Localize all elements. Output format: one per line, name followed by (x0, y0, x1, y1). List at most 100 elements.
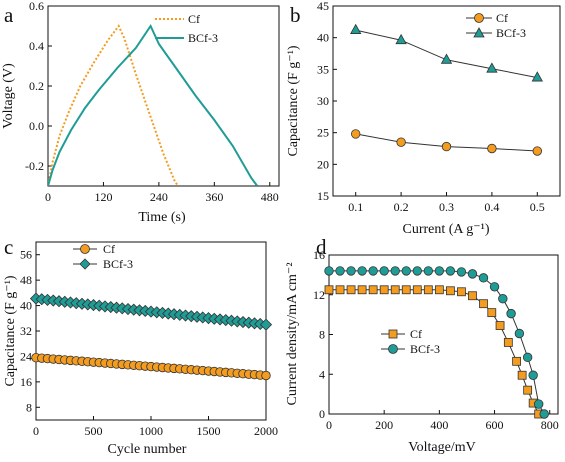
legend-label-bcf3: BCf-3 (496, 26, 526, 40)
y-tick-label: 12 (313, 288, 325, 302)
data-point-bcf3 (498, 294, 508, 304)
legend-marker-bcf3 (79, 258, 91, 270)
x-tick-label: 1000 (139, 424, 163, 438)
x-tick-label: 480 (261, 190, 279, 204)
x-tick-label: 240 (150, 190, 168, 204)
data-point-cf (495, 321, 505, 330)
panel-a-xlabel: Time (s) (138, 210, 186, 225)
data-point-cf (351, 129, 361, 139)
data-point-bcf3 (486, 62, 498, 73)
panel-b-ylabel: Capacitance (F g⁻¹) (286, 45, 301, 156)
panel-c-xlabel: Cycle number (108, 442, 187, 457)
data-point-bcf3 (401, 266, 411, 276)
y-tick-label: 32 (20, 324, 32, 338)
data-point-bcf3 (395, 33, 407, 45)
data-point-bcf3 (357, 266, 367, 276)
y-tick-label: 15 (317, 189, 329, 203)
y-tick-label: 16 (20, 375, 32, 389)
data-point-bcf3 (379, 266, 389, 276)
data-point-bcf3 (412, 266, 422, 276)
x-tick-label: 200 (375, 418, 393, 432)
legend-marker-bcf3 (388, 344, 398, 354)
y-tick-label: 16 (313, 248, 325, 262)
data-point-cf (401, 285, 411, 295)
y-tick-label: 0.2 (29, 79, 44, 93)
x-tick-label: 2000 (254, 424, 278, 438)
data-point-cf (335, 285, 345, 295)
x-tick-label: 360 (205, 190, 223, 204)
data-point-cf (346, 285, 356, 295)
data-point-bcf3 (423, 266, 434, 276)
y-tick-label: 0.0 (29, 119, 44, 133)
x-tick-label: 1500 (197, 424, 221, 438)
data-point-cf (379, 285, 389, 295)
data-point-bcf3 (514, 328, 525, 339)
y-tick-label: 40 (20, 299, 32, 313)
data-point-cf (396, 137, 406, 147)
data-point-bcf3 (539, 409, 549, 419)
legend-marker-cf (80, 244, 90, 254)
data-point-bcf3 (440, 53, 453, 64)
x-tick-label: 0.5 (530, 200, 545, 214)
x-tick-label: 0.3 (439, 200, 454, 214)
data-point-bcf3 (335, 266, 345, 276)
y-tick-label: 0 (319, 407, 325, 421)
data-point-cf (261, 370, 271, 381)
data-point-bcf3 (522, 352, 533, 363)
panel-a-frame (47, 5, 280, 187)
panel-b-letter: b (290, 3, 301, 27)
x-tick-label: 0.1 (348, 200, 363, 214)
data-point-bcf3 (434, 266, 445, 276)
panel-b-xlabel: Current (A g⁻¹) (402, 222, 489, 237)
x-tick-label: 0.4 (484, 200, 499, 214)
data-point-cf (503, 338, 513, 347)
data-point-cf (445, 286, 455, 296)
data-point-cf (434, 285, 444, 295)
legend-label-bcf3: BCf-3 (188, 31, 218, 45)
data-point-bcf3 (368, 266, 378, 276)
panel-a-ylabel: Voltage (V) (1, 63, 16, 129)
x-tick-label: 0.2 (394, 200, 409, 214)
legend-marker-cf (388, 329, 398, 339)
x-tick-label: 600 (486, 418, 504, 432)
data-point-cf (441, 141, 452, 152)
data-point-cf (479, 299, 488, 309)
data-point-bcf3 (456, 267, 467, 277)
data-point-bcf3 (390, 266, 400, 276)
x-tick-label: 400 (430, 418, 448, 432)
data-point-bcf3 (489, 282, 500, 292)
y-tick-label: 0.6 (29, 0, 44, 13)
data-point-cf (468, 291, 477, 301)
legend-label-cf: Cf (188, 12, 200, 26)
y-tick-label: 45 (317, 0, 329, 13)
data-point-bcf3 (346, 266, 356, 276)
y-tick-label: 24 (20, 349, 32, 363)
data-point-bcf3 (478, 273, 489, 283)
data-point-cf (517, 370, 527, 380)
y-tick-label: 35 (317, 62, 329, 76)
panel-d-legend: Cf BCf-3 (381, 327, 440, 356)
legend-label-cf: Cf (103, 242, 115, 256)
data-point-cf (357, 285, 367, 295)
data-point-cf (523, 385, 533, 395)
panel-d-letter: d (316, 235, 327, 259)
panel-c-legend: Cf BCf-3 (73, 242, 133, 271)
data-point-cf (532, 146, 543, 156)
data-point-bcf3 (528, 370, 538, 380)
data-point-cf (324, 285, 334, 295)
panel-d-ylabel: Current density/mA cm⁻² (285, 262, 300, 405)
y-tick-label: 4 (319, 367, 325, 381)
data-point-bcf3 (259, 318, 273, 331)
legend-marker-bcf3 (473, 27, 485, 38)
panel-a-legend: Cf BCf-3 (155, 12, 218, 45)
panel-c: c 0 500 1000 1500 2000 8 16 24 32 40 48 56 Cf BCf-3… (3, 235, 278, 457)
series-line-bcf3 (48, 23, 259, 186)
data-point-cf (423, 285, 433, 295)
y-tick-label: 48 (20, 273, 32, 287)
legend-label-bcf3: BCf-3 (410, 342, 440, 356)
panel-c-ylabel: Capacitance (F g⁻¹) (3, 275, 18, 386)
data-point-cf (487, 308, 497, 318)
x-tick-label: 500 (85, 424, 103, 438)
panel-d: d 0 200 400 600 800 0 4 8 12 16 Cf BCf-3 Voltage/… (285, 235, 559, 455)
legend-label-cf: Cf (496, 11, 508, 25)
